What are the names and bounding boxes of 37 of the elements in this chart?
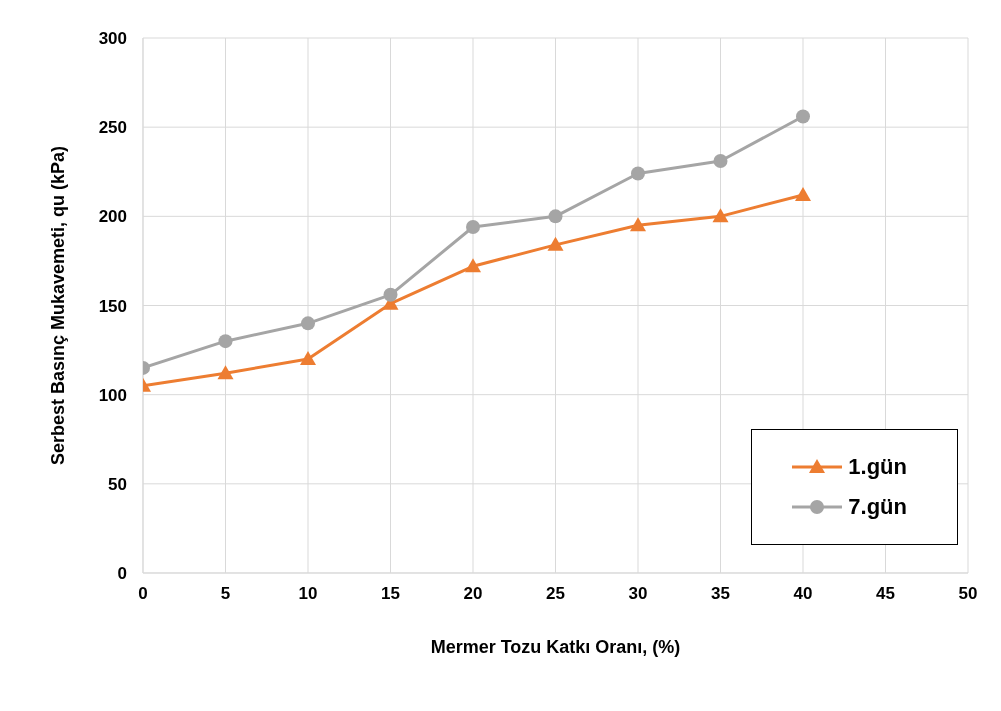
x-tick-label: 40 xyxy=(793,584,813,604)
x-tick-label: 30 xyxy=(628,584,648,604)
point xyxy=(466,220,480,235)
x-tick-label: 25 xyxy=(546,584,565,604)
x-tick-label: 5 xyxy=(220,584,231,604)
x-tick-label: 20 xyxy=(463,584,483,604)
x-tick-label: 0 xyxy=(138,584,148,604)
point xyxy=(713,154,728,169)
point xyxy=(795,186,811,201)
y-tick-label: 250 xyxy=(98,118,127,138)
y-tick-label: 100 xyxy=(98,385,127,405)
point xyxy=(548,209,563,224)
x-tick-label: 15 xyxy=(381,584,400,604)
point xyxy=(383,287,398,302)
x-tick-label: 35 xyxy=(711,584,730,604)
y-axis-title: Serbest Basınç Mukavemeti, qu (kPa) xyxy=(48,145,69,466)
point xyxy=(465,258,481,273)
point xyxy=(630,217,646,232)
point xyxy=(217,365,234,380)
y-tick-label: 300 xyxy=(98,29,127,49)
x-tick-label: 50 xyxy=(958,584,978,604)
x-tick-label: 45 xyxy=(876,584,895,604)
y-tick-label: 200 xyxy=(98,207,127,227)
point xyxy=(218,334,233,349)
point xyxy=(301,316,315,331)
legend-label: 1.gün xyxy=(848,454,907,480)
y-tick-label: 50 xyxy=(108,474,127,494)
point xyxy=(796,109,810,124)
x-axis-title: Mermer Tozu Katkı Oranı, (%) xyxy=(430,637,681,657)
point xyxy=(712,208,729,223)
point xyxy=(631,166,645,181)
y-tick-label: 0 xyxy=(117,564,127,584)
y-tick-label: 150 xyxy=(98,296,127,316)
legend-label: 7.gün xyxy=(848,494,907,520)
point xyxy=(547,236,564,251)
x-tick-label: 10 xyxy=(298,584,318,604)
point xyxy=(300,351,316,365)
